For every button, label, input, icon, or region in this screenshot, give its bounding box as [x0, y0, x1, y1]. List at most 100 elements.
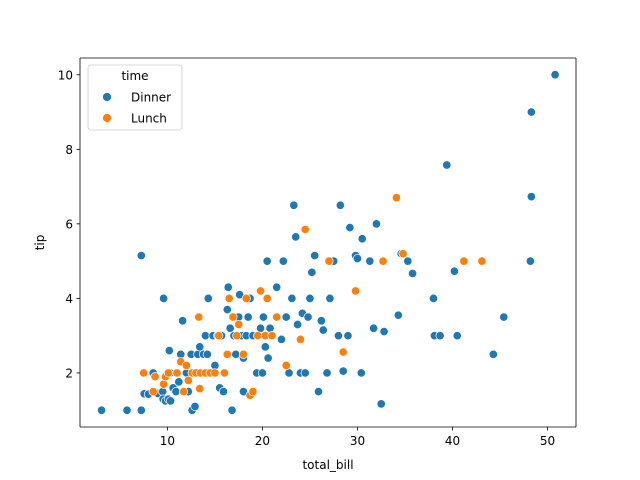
scatter-point-dinner [343, 331, 353, 341]
scatter-point-dinner [300, 368, 310, 378]
scatter-point-lunch [163, 368, 173, 378]
scatter-point-dinner [310, 251, 320, 261]
scatter-point-dinner [278, 256, 288, 266]
scatter-point-lunch [391, 193, 401, 203]
scatter-point-dinner [338, 366, 348, 376]
scatter-point-lunch [194, 312, 204, 322]
scatter-point-dinner [166, 396, 176, 406]
x-tick-label: 40 [445, 434, 460, 448]
scatter-point-dinner [97, 405, 107, 415]
scatter-point-dinner [369, 323, 379, 333]
scatter-point-dinner [258, 312, 268, 322]
scatter-point-lunch [295, 334, 305, 344]
scatter-point-dinner [203, 293, 213, 303]
x-tick-label: 50 [540, 434, 555, 448]
scatter-point-dinner [281, 312, 291, 322]
scatter-point-lunch [351, 286, 361, 296]
scatter-point-dinner [122, 405, 132, 415]
scatter-point-lunch [150, 372, 160, 382]
scatter-point-dinner [403, 256, 413, 266]
scatter-point-dinner [526, 192, 536, 202]
scatter-point-dinner [263, 353, 273, 363]
scatter-point-dinner [313, 387, 324, 397]
scatter-point-dinner [550, 70, 560, 80]
y-axis-label: tip [33, 235, 47, 251]
scatter-point-dinner [335, 200, 345, 210]
scatter-point-lunch [338, 347, 348, 357]
scatter-point-dinner [171, 387, 181, 397]
scatter-point-dinner [136, 251, 146, 261]
scatter-point-lunch [179, 387, 189, 397]
scatter-point-dinner [365, 256, 375, 266]
x-tick-label: 30 [350, 434, 365, 448]
scatter-point-dinner [305, 293, 315, 303]
y-tick-label: 6 [65, 217, 73, 231]
scatter-point-dinner [449, 266, 459, 276]
scatter-point-dinner [499, 312, 509, 322]
legend-frame [87, 64, 183, 131]
scatter-point-lunch [214, 331, 224, 341]
legend-marker-dinner [102, 92, 112, 102]
scatter-point-lunch [262, 293, 272, 303]
y-tick-label: 10 [58, 68, 73, 82]
scatter-point-dinner [428, 293, 439, 303]
x-tick-label: 10 [160, 434, 175, 448]
scatter-point-dinner [243, 312, 253, 322]
scatter-point-lunch [378, 256, 388, 266]
scatter-point-dinner [202, 349, 212, 359]
scatter-point-lunch [181, 360, 191, 371]
scatter-point-dinner [488, 349, 498, 359]
scatter-point-lunch [219, 368, 229, 378]
scatter-point-dinner [227, 405, 237, 415]
scatter-point-dinner [276, 334, 286, 344]
scatter-point-lunch [248, 387, 258, 397]
scatter-point-dinner [159, 293, 169, 303]
scatter-point-lunch [232, 331, 242, 341]
scatter-point-dinner [452, 331, 462, 341]
scatter-point-dinner [435, 331, 445, 341]
x-axis-label: total_bill [302, 458, 353, 472]
scatter-point-dinner [164, 346, 174, 356]
scatter-point-dinner [408, 268, 418, 278]
scatter-point-dinner [379, 327, 389, 337]
scatter-point-lunch [172, 368, 182, 378]
scatter-point-dinner [272, 282, 282, 292]
legend-marker-lunch [102, 113, 112, 123]
scatter-point-lunch [234, 319, 244, 330]
y-tick-label: 2 [65, 366, 73, 380]
scatter-point-dinner [218, 387, 229, 397]
y-tick-label: 8 [65, 143, 73, 157]
scatter-point-dinner [260, 342, 270, 352]
scatter-point-dinner [442, 160, 452, 170]
scatter-point-lunch [148, 387, 158, 397]
scatter-point-dinner [222, 305, 232, 315]
scatter-point-dinner [526, 107, 536, 117]
scatter-point-lunch [228, 312, 238, 322]
scatter-point-lunch [281, 360, 291, 371]
scatter-point-lunch [183, 375, 193, 385]
scatter-point-lunch [139, 368, 149, 378]
scatter-point-dinner [345, 223, 355, 233]
scatter-point-dinner [195, 342, 205, 352]
scatter-point-lunch [210, 368, 220, 378]
scatter-point-lunch [253, 331, 263, 341]
scatter-point-dinner [307, 267, 317, 277]
scatter-point-dinner [231, 349, 241, 359]
scatter-point-lunch [272, 312, 282, 322]
scatter-point-dinner [174, 377, 184, 387]
scatter-point-lunch [459, 256, 469, 266]
scatter-point-dinner [316, 316, 326, 326]
scatter-point-dinner [190, 401, 200, 412]
scatter-point-lunch [241, 293, 251, 303]
scatter-point-dinner [371, 219, 382, 229]
scatter-point-lunch [255, 286, 266, 296]
scatter-point-dinner [225, 323, 235, 333]
legend-title: time [121, 69, 148, 83]
scatter-point-lunch [222, 349, 232, 359]
scatter-point-lunch [238, 349, 248, 359]
scatter-point-dinner [376, 399, 386, 409]
scatter-point-dinner [136, 405, 146, 415]
scatter-point-dinner [289, 200, 299, 210]
scatter-point-dinner [525, 256, 535, 266]
